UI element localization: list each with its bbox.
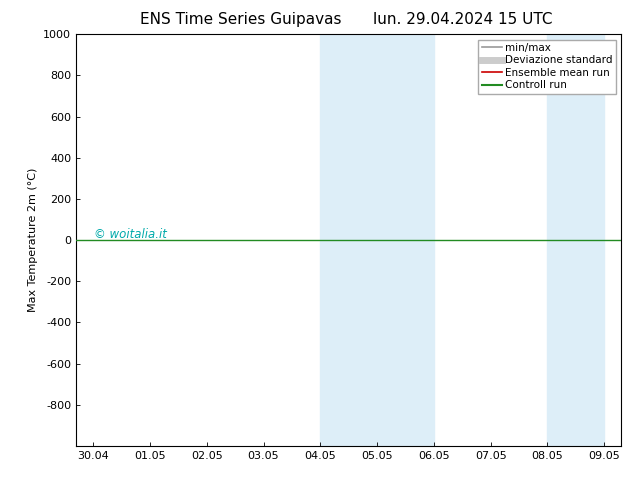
Bar (548, 34, 604, 446)
Bar (320, 34, 377, 446)
Text: lun. 29.04.2024 15 UTC: lun. 29.04.2024 15 UTC (373, 12, 553, 27)
Text: © woitalia.it: © woitalia.it (94, 228, 167, 241)
Y-axis label: Max Temperature 2m (°C): Max Temperature 2m (°C) (28, 168, 37, 312)
Bar (377, 34, 434, 446)
Legend: min/max, Deviazione standard, Ensemble mean run, Controll run: min/max, Deviazione standard, Ensemble m… (479, 40, 616, 94)
Text: ENS Time Series Guipavas: ENS Time Series Guipavas (140, 12, 342, 27)
